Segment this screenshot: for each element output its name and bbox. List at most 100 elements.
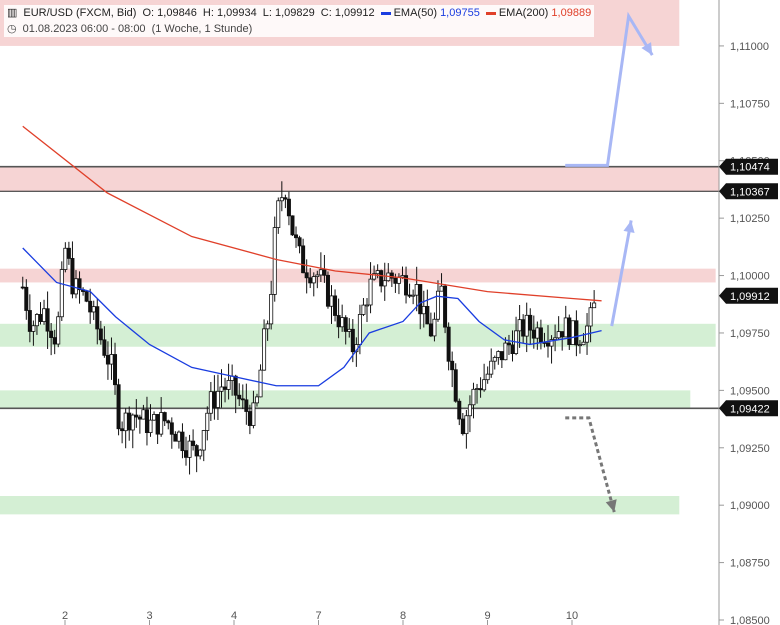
price-tag-label: 1,09422 bbox=[730, 403, 770, 415]
candle-body bbox=[166, 420, 171, 424]
candle-body bbox=[435, 290, 440, 320]
candle-body bbox=[428, 323, 433, 337]
candle-body bbox=[418, 284, 423, 315]
candle-body bbox=[45, 308, 50, 332]
candle-body bbox=[134, 414, 139, 418]
candle-body bbox=[258, 369, 263, 398]
legend-ema50: EMA(50) 1,09755 bbox=[380, 5, 480, 21]
candle-body bbox=[169, 422, 174, 435]
candle-body bbox=[109, 354, 114, 365]
candle-body bbox=[546, 342, 551, 347]
candle-body bbox=[52, 337, 57, 345]
candle-body bbox=[411, 294, 416, 297]
low-label: L: 1,09829 bbox=[262, 7, 315, 19]
candle-body bbox=[471, 388, 476, 406]
candle-body bbox=[414, 284, 419, 296]
candle-body bbox=[279, 197, 284, 202]
candle-body bbox=[457, 400, 462, 420]
candle-body bbox=[73, 278, 78, 295]
candle-body bbox=[432, 318, 437, 337]
candle-body bbox=[283, 197, 288, 200]
candle-body bbox=[102, 339, 107, 356]
candle-body bbox=[340, 317, 345, 328]
candle-body bbox=[577, 344, 582, 347]
price-tag-1: 1,10367 bbox=[719, 183, 778, 200]
candle-body bbox=[152, 414, 157, 421]
zone-resistance-1 bbox=[0, 166, 719, 192]
x-tick-label: 9 bbox=[484, 610, 490, 622]
candle-body bbox=[524, 314, 529, 337]
candle-body bbox=[496, 351, 501, 358]
candle-body bbox=[262, 328, 267, 371]
candle-body bbox=[343, 317, 348, 332]
candle-body bbox=[155, 414, 160, 435]
candle-body bbox=[467, 404, 472, 417]
y-tick-label: 1,09000 bbox=[730, 500, 770, 512]
candle-body bbox=[311, 276, 316, 284]
candle-body bbox=[251, 402, 256, 426]
symbol-label: EUR/USD (FXCM, Bid) bbox=[23, 7, 137, 19]
candle-body bbox=[290, 215, 295, 236]
candle-body bbox=[123, 412, 128, 432]
candle-body bbox=[98, 328, 103, 341]
chart-info-box: ▥ EUR/USD (FXCM, Bid) O: 1,09846 H: 1,09… bbox=[4, 5, 595, 37]
candle-body bbox=[162, 412, 167, 422]
candle-body bbox=[350, 328, 355, 353]
price-tag-label: 1,10367 bbox=[730, 186, 770, 198]
candle-body bbox=[59, 269, 64, 318]
y-tick-label: 1,08750 bbox=[730, 558, 770, 570]
candle-body bbox=[272, 227, 277, 295]
price-tag-label: 1,10474 bbox=[730, 162, 770, 174]
open-label: O: 1,09846 bbox=[142, 7, 197, 19]
candle-body bbox=[240, 398, 245, 401]
candle-body bbox=[294, 234, 299, 239]
candle-body bbox=[588, 307, 593, 327]
date-range: 01.08.2023 06:00 - 08:00 bbox=[22, 23, 146, 35]
candle-body bbox=[113, 354, 118, 386]
candle-body bbox=[49, 330, 54, 338]
candle-body bbox=[499, 351, 504, 361]
candle-body bbox=[226, 380, 231, 390]
candle-body bbox=[105, 354, 110, 365]
candle-body bbox=[42, 308, 47, 322]
candle-body bbox=[379, 270, 384, 287]
candle-body bbox=[77, 278, 82, 291]
candle-body bbox=[421, 305, 426, 315]
candle-body bbox=[375, 270, 380, 275]
ema200-line bbox=[22, 125, 602, 302]
forecast-top-arrow bbox=[565, 11, 654, 167]
candle-body bbox=[212, 391, 217, 408]
candle-body bbox=[116, 384, 121, 430]
candle-body bbox=[38, 314, 43, 322]
candle-body bbox=[506, 342, 511, 346]
candle-body bbox=[66, 247, 71, 259]
candle-body bbox=[180, 431, 185, 452]
candle-body bbox=[223, 386, 228, 390]
candle-body bbox=[549, 339, 554, 347]
candle-body bbox=[365, 304, 370, 307]
candle-body bbox=[173, 433, 178, 442]
candle-body bbox=[137, 416, 142, 420]
candle-body bbox=[198, 449, 203, 457]
x-tick-label: 7 bbox=[315, 610, 321, 622]
price-tag-2: 1,09912 bbox=[719, 287, 778, 304]
candle-body bbox=[127, 412, 132, 431]
candle-body bbox=[357, 314, 362, 345]
candle-body bbox=[219, 386, 224, 392]
candle-body bbox=[475, 388, 480, 390]
y-tick-label: 1,09750 bbox=[730, 328, 770, 340]
forecast-up-arrow bbox=[610, 220, 633, 327]
candle-body bbox=[581, 341, 586, 346]
candle-body bbox=[453, 369, 458, 402]
candle-body bbox=[286, 198, 291, 217]
candle-body bbox=[84, 291, 89, 302]
candle-body bbox=[517, 319, 522, 332]
candle-body bbox=[404, 275, 409, 296]
candle-body bbox=[304, 272, 309, 279]
candle-body bbox=[372, 273, 377, 280]
candle-body bbox=[528, 314, 533, 331]
candle-body bbox=[382, 280, 387, 287]
candle-body bbox=[329, 295, 334, 307]
zone-support-3 bbox=[0, 323, 716, 347]
